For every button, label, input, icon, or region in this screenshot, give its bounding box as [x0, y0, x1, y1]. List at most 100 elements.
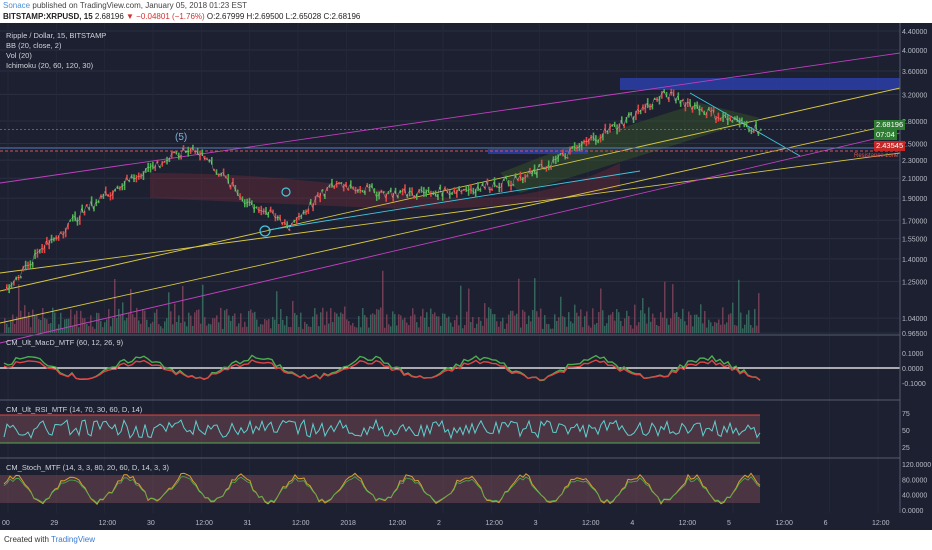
volume-bar — [746, 314, 748, 333]
volume-bar — [152, 321, 154, 333]
volume-bar — [752, 327, 754, 333]
candle — [265, 207, 267, 215]
volume-bar — [684, 321, 686, 333]
volume-bar — [706, 327, 708, 333]
volume-bar — [178, 315, 180, 333]
volume-bar — [252, 312, 254, 333]
volume-bar — [730, 313, 732, 333]
candle — [727, 115, 729, 126]
time-tick-label: 31 — [244, 520, 252, 527]
candle — [10, 282, 13, 289]
candle — [95, 199, 98, 207]
volume-bar — [274, 319, 276, 333]
candle — [43, 245, 46, 254]
candle — [736, 115, 739, 122]
volume-bar — [180, 322, 182, 333]
volume-bar — [608, 315, 610, 333]
volume-bar — [12, 314, 14, 333]
volume-bar — [338, 316, 340, 333]
candle — [731, 120, 734, 123]
stoch-tick-label: 40.0000 — [902, 493, 927, 500]
candle — [458, 186, 460, 192]
candle — [451, 192, 453, 195]
candle — [512, 183, 515, 187]
volume-bar — [392, 311, 394, 333]
volume-bar — [144, 310, 146, 333]
price-tick-label: 1.25000 — [902, 279, 927, 286]
signal-line — [3, 359, 761, 381]
volume-bar — [242, 327, 244, 333]
volume-bar — [390, 326, 392, 333]
trend-lines — [0, 52, 901, 344]
candle — [677, 92, 680, 101]
chart-svg[interactable]: 4.40000 4.00000 3.60000 3.20000 2.80000 2.500… — [0, 23, 932, 530]
macd-title[interactable]: CM_Ult_MacD_MTF (60, 12, 26, 9) — [6, 338, 124, 347]
candle — [20, 276, 22, 279]
volume-bar — [436, 316, 438, 333]
volume-bar — [406, 322, 408, 333]
volume-bar — [184, 321, 186, 333]
volume-bar — [554, 314, 556, 333]
volume-bar — [640, 310, 642, 333]
publish-text: published on TradingView.com, January 05… — [32, 1, 248, 10]
candle — [738, 117, 741, 128]
indicator-vol[interactable]: Vol (20) — [6, 51, 32, 60]
candle — [486, 178, 489, 185]
candle — [272, 209, 274, 214]
volume-bar — [80, 310, 82, 333]
volume-bar — [186, 326, 188, 333]
rsi-title[interactable]: CM_Ult_RSI_MTF (14, 70, 30, 60, D, 14) — [6, 405, 143, 414]
volume-bar — [84, 318, 86, 333]
candle — [88, 206, 91, 211]
candle — [119, 186, 121, 191]
main-pane-title: Ripple / Dollar, 15, BITSTAMP — [6, 31, 107, 40]
volume-bar — [642, 298, 644, 333]
candle — [705, 112, 708, 119]
stoch-title[interactable]: CM_Stoch_MTF (14, 3, 3, 80, 20, 60, D, 1… — [6, 463, 169, 472]
volume-bar — [68, 318, 70, 333]
candle — [331, 178, 333, 188]
tradingview-link[interactable]: TradingView — [51, 535, 96, 544]
volume-bar — [758, 293, 760, 333]
candle — [592, 132, 595, 141]
volume-bar — [124, 320, 126, 333]
volume-bar — [716, 322, 718, 333]
time-tick-label: 12:00 — [99, 520, 117, 527]
volume-bar — [458, 325, 460, 333]
candle — [314, 195, 317, 206]
volume-bar — [82, 318, 84, 333]
volume-bar — [744, 324, 746, 333]
volume-bar — [108, 309, 110, 333]
volume-bar — [636, 325, 638, 333]
volume-bar — [720, 324, 722, 333]
volume-bar — [38, 319, 40, 333]
indicator-bb[interactable]: BB (20, close, 2) — [6, 41, 62, 50]
indicator-ichimoku[interactable]: Ichimoku (20, 60, 120, 30) — [6, 61, 94, 70]
volume-bar — [118, 308, 120, 333]
volume-bar — [646, 323, 648, 333]
candle — [564, 153, 567, 160]
candle — [420, 186, 423, 193]
volume-bar — [602, 310, 604, 333]
time-tick-label: 4 — [630, 520, 634, 527]
candle — [514, 173, 517, 178]
candle — [611, 124, 614, 127]
candle — [64, 227, 67, 238]
candle — [555, 155, 557, 164]
price-tick-label: 4.00000 — [902, 48, 927, 55]
candle — [580, 141, 583, 151]
author-link[interactable]: Sonace — [3, 1, 31, 10]
candle — [324, 193, 326, 200]
trend-line — [0, 87, 901, 292]
time-tick-label: 6 — [824, 520, 828, 527]
volume-bar — [70, 309, 72, 333]
volume-bars — [4, 270, 760, 333]
candle — [484, 186, 486, 190]
volume-bar — [438, 316, 440, 333]
volume-bar — [348, 321, 350, 333]
candle — [444, 186, 446, 191]
volume-bar — [394, 314, 396, 333]
volume-bar — [114, 279, 116, 333]
chart-area[interactable]: 4.40000 4.00000 3.60000 3.20000 2.80000 2.500… — [0, 23, 932, 530]
candle — [62, 231, 65, 239]
